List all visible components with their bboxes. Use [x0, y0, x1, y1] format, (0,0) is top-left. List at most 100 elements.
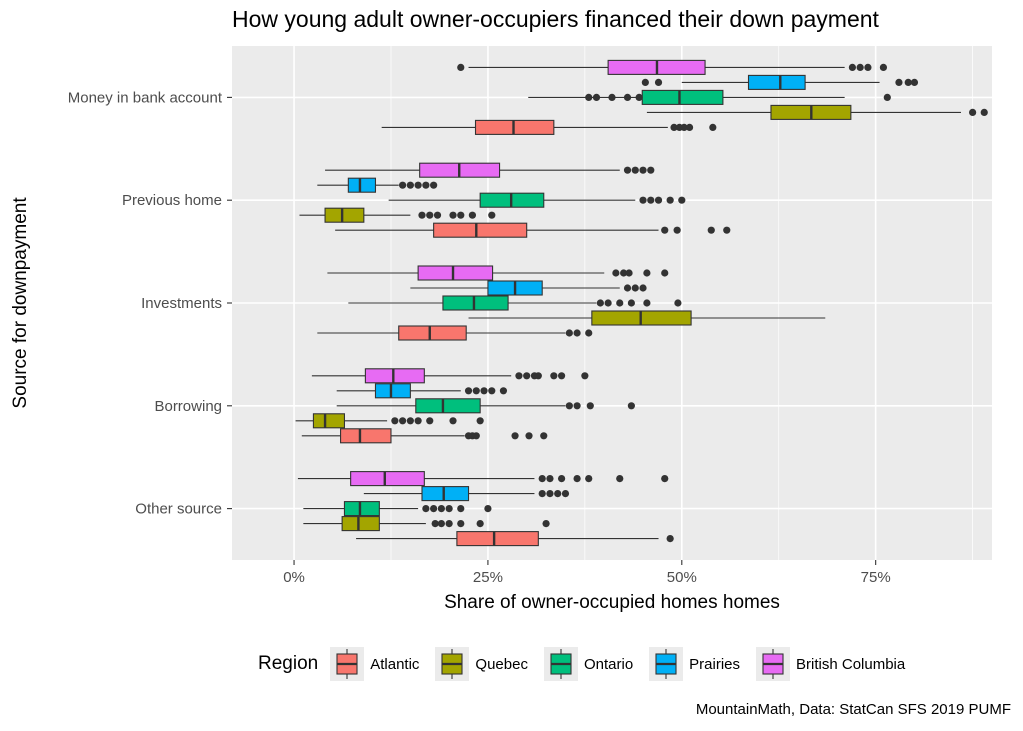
x-tick-label: 25% — [473, 569, 503, 586]
outlier-point — [476, 520, 484, 528]
outlier-point — [707, 226, 715, 234]
outlier-point — [457, 520, 465, 528]
legend-label: Atlantic — [370, 655, 420, 673]
boxplot-atlantic — [356, 531, 674, 547]
outlier-point — [623, 166, 632, 174]
boxplot-atlantic — [335, 222, 731, 238]
outlier-point — [525, 432, 533, 440]
outlier-point — [422, 505, 430, 513]
outlier-point — [623, 284, 632, 292]
y-tick-label: Previous home — [122, 192, 222, 209]
outlier-point — [399, 181, 407, 189]
outlier-point — [670, 123, 678, 131]
outlier-point — [464, 387, 473, 395]
boxplot-prairies — [336, 383, 508, 399]
outlier-point — [488, 387, 496, 395]
outlier-point — [608, 93, 616, 101]
outlier-point — [540, 432, 548, 440]
legend-label: Quebec — [475, 655, 528, 673]
outlier-point — [538, 475, 546, 483]
outlier-point — [661, 226, 669, 234]
outlier-point — [856, 63, 864, 71]
outlier-point — [523, 372, 531, 380]
outlier-point — [586, 402, 594, 410]
outlier-point — [647, 166, 655, 174]
outlier-point — [431, 520, 439, 528]
outlier-point — [476, 417, 484, 425]
box — [415, 398, 481, 414]
outlier-point — [546, 475, 554, 483]
outlier-point — [406, 417, 414, 425]
outlier-point — [643, 269, 651, 277]
outlier-point — [673, 226, 681, 234]
outlier-point — [499, 387, 508, 395]
boxplot-british-columbia — [325, 162, 655, 178]
outlier-point — [674, 299, 682, 307]
outlier-point — [445, 520, 453, 528]
box — [641, 89, 724, 105]
x-axis-title: Share of owner-occupied homes homes — [444, 592, 780, 613]
boxplot-prairies — [363, 486, 570, 502]
box — [442, 295, 509, 311]
legend-item-ontario: Ontario — [543, 647, 634, 681]
x-tick-label: 0% — [283, 569, 305, 586]
outlier-point — [661, 269, 669, 277]
legend: Region Atlantic Quebec Ontario Prairies Brit… — [258, 645, 921, 683]
caption: MountainMath, Data: StatCan SFS 2019 PUM… — [695, 701, 1011, 718]
outlier-point — [627, 402, 635, 410]
outlier-point — [554, 490, 562, 498]
outlier-point — [585, 93, 593, 101]
outlier-point — [709, 123, 717, 131]
boxplot-british-columbia — [311, 368, 589, 384]
outlier-point — [565, 329, 573, 337]
legend-label: British Columbia — [796, 655, 906, 673]
box — [433, 222, 528, 238]
outlier-point — [426, 211, 434, 219]
legend-label: Ontario — [583, 655, 634, 673]
outlier-point — [484, 505, 492, 513]
outlier-point — [980, 108, 988, 116]
outlier-point — [433, 211, 442, 219]
boxplot-quebec — [299, 207, 496, 223]
outlier-point — [538, 490, 546, 498]
outlier-point — [511, 432, 519, 440]
boxplot-ontario — [388, 192, 686, 208]
boxplot-quebec — [468, 310, 826, 326]
outlier-point — [654, 78, 663, 86]
outlier-point — [969, 108, 977, 116]
outlier-point — [406, 181, 414, 189]
y-axis-title: Source for downpayment — [10, 197, 31, 409]
outlier-point — [457, 211, 465, 219]
outlier-point — [627, 299, 635, 307]
outlier-point — [565, 402, 573, 410]
boxplot-atlantic — [317, 325, 593, 341]
outlier-point — [631, 284, 639, 292]
outlier-point — [437, 520, 445, 528]
outlier-point — [542, 520, 550, 528]
boxplot-ontario — [336, 398, 635, 414]
chart-svg: 0% 25% 50% 75% Money in bank account Previous… — [10, 46, 992, 613]
box — [417, 265, 494, 281]
outlier-point — [573, 402, 581, 410]
box — [340, 428, 392, 444]
outlier-point — [596, 299, 604, 307]
boxplot-quebec — [295, 413, 484, 429]
outlier-point — [635, 93, 643, 101]
outlier-point — [437, 505, 445, 513]
box — [350, 471, 425, 487]
legend-key — [435, 647, 470, 681]
outlier-point — [391, 417, 399, 425]
legend-item-prairies: Prairies — [649, 647, 740, 681]
outlier-point — [557, 475, 566, 483]
legend-key — [756, 647, 791, 681]
outlier-point — [654, 196, 663, 204]
outlier-point — [414, 417, 422, 425]
outlier-point — [631, 166, 639, 174]
outlier-point — [723, 226, 731, 234]
outlier-point — [879, 63, 888, 71]
box — [456, 531, 539, 547]
outlier-point — [883, 93, 891, 101]
outlier-point — [457, 63, 465, 71]
box — [341, 516, 380, 532]
boxplot-prairies — [641, 74, 919, 90]
